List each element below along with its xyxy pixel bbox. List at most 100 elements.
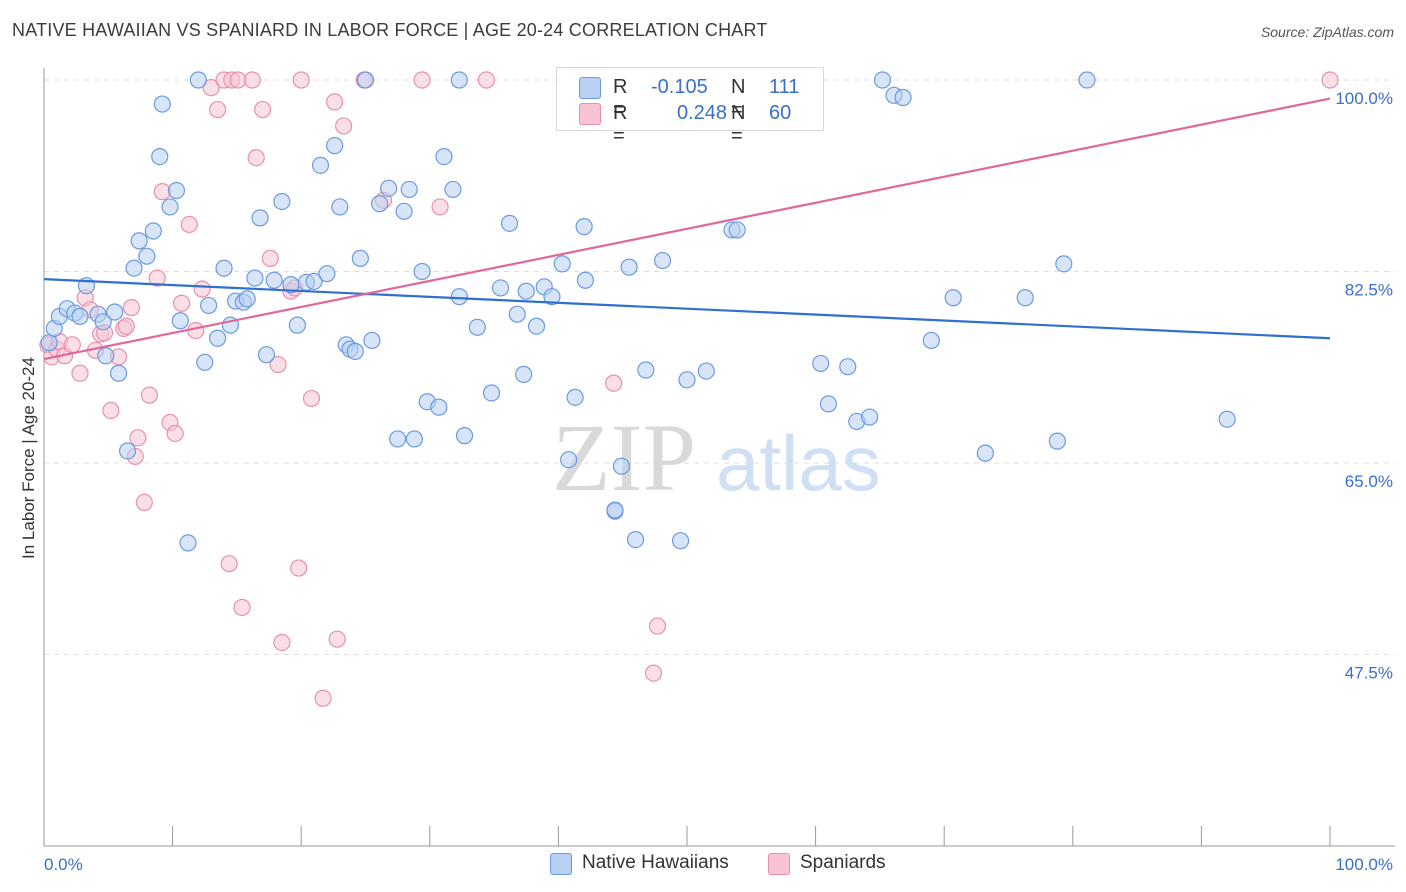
n-label: N = [731,76,746,121]
native-hawaiians-point [151,148,169,166]
spaniards-point [140,386,159,404]
x-tick-label: 0.0% [44,855,83,874]
native-hawaiians-point [161,198,179,216]
legend-swatch-pink [579,103,601,125]
native-hawaiians-point [482,384,501,402]
spaniards-point [431,198,449,216]
native-hawaiians-point [560,451,578,469]
native-hawaiians-point [728,221,746,239]
native-hawaiians-point [356,71,375,89]
spaniards-point [302,389,321,408]
native-hawaiians-point [444,180,462,199]
native-hawaiians-point [265,271,283,289]
native-hawaiians-point [873,71,892,89]
y-tick-label: 47.5% [1345,664,1393,683]
native-hawaiians-point [189,71,207,89]
native-hawaiians-point [491,279,510,297]
native-hawaiians-point [1055,255,1073,273]
native-hawaiians-point [179,534,197,552]
spaniards-point [261,249,279,267]
native-hawaiians-point [144,222,162,240]
native-hawaiians-point [246,269,264,287]
native-hawaiians-point [305,272,323,290]
native-hawaiians-point [637,361,655,379]
native-hawaiians-point [125,259,143,277]
spaniards-point [202,79,220,97]
native-hawaiians-point [389,430,407,448]
native-hawaiians-point [1016,289,1034,307]
spaniards-point [326,93,344,111]
legend-label-native-hawaiians: Native Hawaiians [582,852,729,873]
spaniards-point [292,71,310,89]
native-hawaiians-point [130,232,148,250]
native-hawaiians-point [606,501,624,519]
native-hawaiians-point [450,71,468,89]
native-hawaiians-point [527,317,546,335]
native-hawaiians-point [153,95,171,113]
gridlines [44,79,1395,655]
spaniards-point [314,689,332,707]
native-hawaiians-point [311,156,330,174]
legend-label-spaniards: Spaniards [800,852,886,873]
native-hawaiians-point [515,365,533,383]
native-hawaiians-point [371,195,389,213]
spaniards-point [644,664,663,682]
spaniards-point [254,100,272,119]
native-hawaiians-point [435,148,453,166]
spaniards-point [269,355,287,374]
native-hawaiians-point [251,209,269,227]
native-hawaiians-point [94,313,112,331]
r-value-pink: 0.248 [677,102,728,124]
native-hawaiians-point [944,289,962,307]
spaniards-point [148,269,166,287]
spaniards-point [209,100,227,119]
native-hawaiians-point [215,259,233,277]
x-tick-labels: 0.0% 100.0% [44,855,1393,874]
native-hawaiians-point [678,371,696,389]
spaniards-point [605,374,623,392]
spaniards-point [129,429,147,447]
native-hawaiians-point [553,255,571,273]
native-hawaiians-point [138,247,156,265]
native-hawaiians-point [196,353,214,371]
native-hawaiians-point [118,442,137,460]
native-hawaiians-point [1048,432,1066,450]
native-hawaiians-point [288,316,306,334]
y-axis-label: In Labor Force | Age 20-24 [19,357,38,559]
native-hawaiians-point [106,303,124,321]
native-hawaiians-point [167,181,186,200]
native-hawaiians-point [508,305,526,323]
native-hawaiians-point [346,342,364,360]
native-hawaiians-point [430,398,448,416]
trend-lines [43,97,1331,361]
source-label: Source: ZipAtlas.com [1260,24,1394,40]
native-hawaiians-point [861,408,879,426]
native-hawaiians-point [468,318,486,336]
native-hawaiians-point [455,427,474,445]
spaniards-point [477,71,495,89]
native-hawaiians-point [976,444,994,462]
watermark: ZIP atlas [552,404,881,511]
trend-line-spaniards [43,97,1331,361]
native-hawaiians-point [612,457,631,475]
native-hawaiians-point [1218,410,1236,428]
native-hawaiians-point [351,249,369,267]
y-tick-label: 100.0% [1335,89,1393,108]
spaniards-point [290,559,308,577]
n-label: N = [731,102,746,147]
native-hawaiians-point [109,364,128,382]
spaniards-point [102,401,120,420]
native-hawaiians-point [450,288,468,306]
spaniards-point [328,630,346,648]
legend-swatch-blue [550,853,572,875]
axes [43,68,1395,847]
native-hawaiians-point [620,258,638,276]
series-native-hawaiians [40,71,1236,552]
native-hawaiians-point [1078,71,1096,89]
native-hawaiians-point [380,179,398,197]
r-value-blue: -0.105 [651,76,708,98]
native-hawaiians-point [71,307,89,325]
native-hawaiians-point [405,430,423,448]
trend-line-native-hawaiians [43,278,1331,340]
spaniards-point [648,617,667,635]
